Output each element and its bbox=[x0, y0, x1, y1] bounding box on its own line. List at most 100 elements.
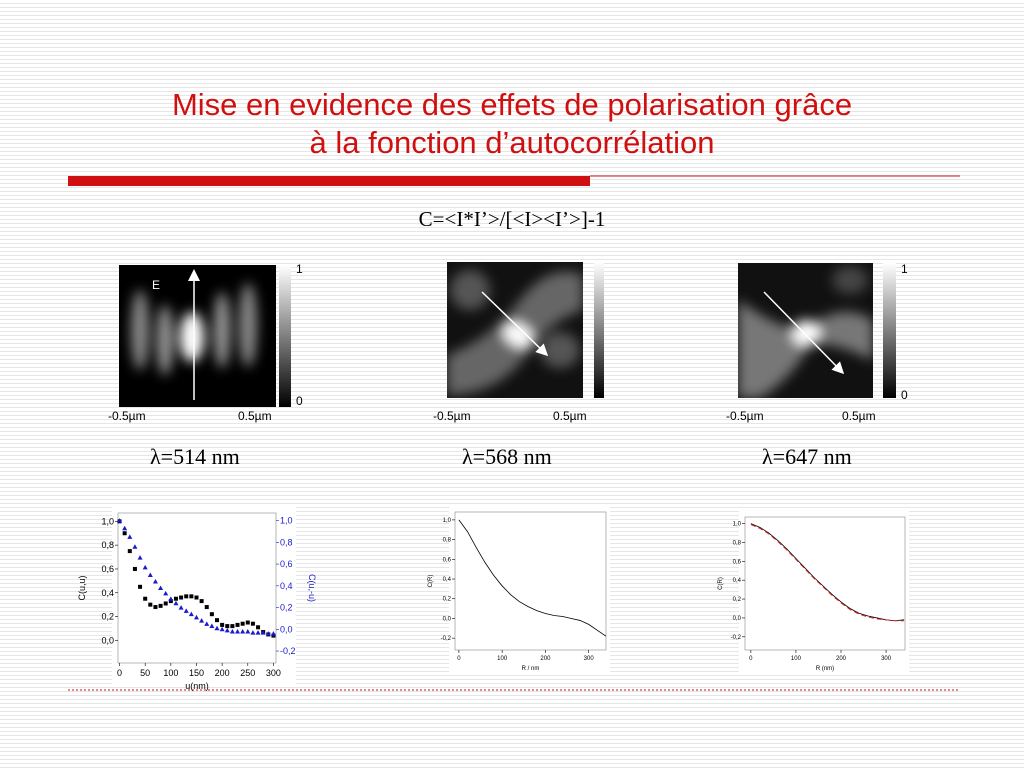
colorbar bbox=[594, 262, 604, 398]
marker bbox=[245, 628, 251, 634]
marker bbox=[199, 618, 205, 623]
colorbar-label: 1 bbox=[296, 262, 303, 276]
x-axis-label: u(nm) bbox=[185, 681, 209, 691]
marker bbox=[235, 622, 240, 627]
marker bbox=[255, 630, 261, 635]
y2-tick-label: -0,2 bbox=[280, 646, 296, 656]
marker bbox=[168, 599, 173, 604]
colorbar-label: 0 bbox=[296, 394, 303, 408]
wavelength: λ=568 nm bbox=[462, 444, 552, 469]
x-tick-label: 150 bbox=[189, 668, 204, 678]
marker bbox=[220, 622, 225, 627]
marker bbox=[122, 531, 127, 536]
marker bbox=[230, 624, 235, 629]
x-tick-label: 50 bbox=[140, 668, 150, 678]
x-tick-label: 200 bbox=[540, 656, 551, 662]
marker bbox=[163, 601, 168, 606]
marker bbox=[183, 608, 189, 613]
marker bbox=[143, 596, 148, 601]
x-axis-label: R (nm) bbox=[816, 666, 834, 672]
marker bbox=[127, 534, 133, 539]
y-tick-label: 1,0 bbox=[733, 522, 742, 528]
chart: 0 100 200 300 -0,2 0,0 0,2 0,4 0,6 0,8 1,0 R (nm) C(… bbox=[718, 509, 909, 672]
marker bbox=[137, 555, 143, 560]
y2-tick-label: 0,6 bbox=[280, 559, 293, 569]
chart-frame bbox=[449, 504, 610, 672]
title-line: à la fonction d’autocorrélation bbox=[309, 125, 715, 160]
x-tick-label: 0 bbox=[749, 656, 753, 662]
marker bbox=[132, 566, 137, 571]
marker bbox=[178, 605, 184, 610]
y-tick-label: 0,2 bbox=[443, 597, 452, 603]
marker bbox=[188, 611, 194, 617]
marker bbox=[122, 525, 128, 531]
y2-tick-label: 0,0 bbox=[280, 624, 293, 634]
x-tick-label: 0 bbox=[117, 668, 122, 678]
y-tick-label: 0,6 bbox=[733, 559, 742, 565]
y-tick-label: 0,4 bbox=[443, 577, 452, 583]
y-tick-label: 0,2 bbox=[101, 612, 114, 622]
data-line bbox=[458, 519, 607, 637]
marker bbox=[153, 605, 158, 610]
marker bbox=[204, 621, 210, 626]
marker bbox=[260, 630, 266, 635]
marker bbox=[193, 614, 199, 620]
marker bbox=[224, 627, 230, 633]
correlation-image bbox=[119, 265, 276, 407]
colorbar-label: 0 bbox=[901, 388, 908, 402]
y-axis-label: C(u,u) bbox=[77, 575, 87, 600]
marker bbox=[194, 595, 199, 600]
x-tick-label: 100 bbox=[791, 656, 802, 662]
wavelength: λ=647 nm bbox=[762, 444, 852, 469]
marker bbox=[199, 599, 204, 604]
y-tick-label: 0,6 bbox=[101, 564, 114, 574]
chart-frame bbox=[112, 505, 296, 685]
x-tick-label: 200 bbox=[836, 656, 847, 662]
x-tick-label: 300 bbox=[881, 656, 892, 662]
y-tick-label: -0,2 bbox=[441, 636, 452, 642]
marker bbox=[225, 624, 230, 629]
marker bbox=[152, 578, 158, 584]
marker bbox=[250, 630, 256, 635]
x-label: 0.5µm bbox=[842, 409, 876, 423]
marker bbox=[229, 628, 235, 634]
x-tick-label: 0 bbox=[457, 656, 461, 662]
x-tick-label: 300 bbox=[266, 668, 281, 678]
correlation-image bbox=[738, 263, 873, 398]
chart-frame bbox=[739, 509, 909, 672]
colorbar bbox=[883, 263, 896, 398]
marker bbox=[147, 572, 153, 577]
marker bbox=[142, 564, 148, 570]
colorbar bbox=[279, 265, 291, 407]
y-tick-label: 0,6 bbox=[443, 557, 452, 563]
x-label: 0.5µm bbox=[553, 409, 587, 423]
x-label: -0.5µm bbox=[108, 409, 146, 423]
x-tick-label: 300 bbox=[584, 656, 595, 662]
y-tick-label: 0,2 bbox=[733, 597, 742, 603]
x-tick-label: 100 bbox=[163, 668, 178, 678]
marker bbox=[148, 602, 153, 607]
marker bbox=[245, 620, 250, 625]
title-bar bbox=[68, 176, 590, 186]
marker bbox=[168, 596, 174, 601]
plot-area bbox=[454, 511, 607, 651]
chart: 0 100 200 300 -0,2 0,0 0,2 0,4 0,6 0,8 1,0 R / nm C(… bbox=[428, 504, 610, 672]
slide-title: Mise en evidence des effets de polarisat… bbox=[40, 86, 984, 162]
y-tick-label: -0,2 bbox=[731, 635, 742, 641]
y-tick-label: 0,4 bbox=[733, 578, 742, 584]
formula: C=<I*I’>/[<I><I’>]-1 bbox=[418, 207, 606, 231]
marker bbox=[250, 621, 255, 626]
y-tick-label: 0,8 bbox=[443, 538, 452, 544]
x-label: -0.5µm bbox=[726, 409, 764, 423]
y-tick-label: 0,0 bbox=[101, 635, 114, 645]
marker bbox=[215, 618, 220, 623]
marker bbox=[270, 631, 276, 636]
y-tick-label: 0,8 bbox=[733, 540, 742, 546]
marker bbox=[158, 585, 164, 590]
marker bbox=[209, 623, 215, 629]
marker bbox=[127, 549, 132, 554]
x-tick-label: 200 bbox=[215, 668, 230, 678]
y-tick-label: 1,0 bbox=[443, 518, 452, 524]
y-tick-label: 0,4 bbox=[101, 588, 114, 598]
